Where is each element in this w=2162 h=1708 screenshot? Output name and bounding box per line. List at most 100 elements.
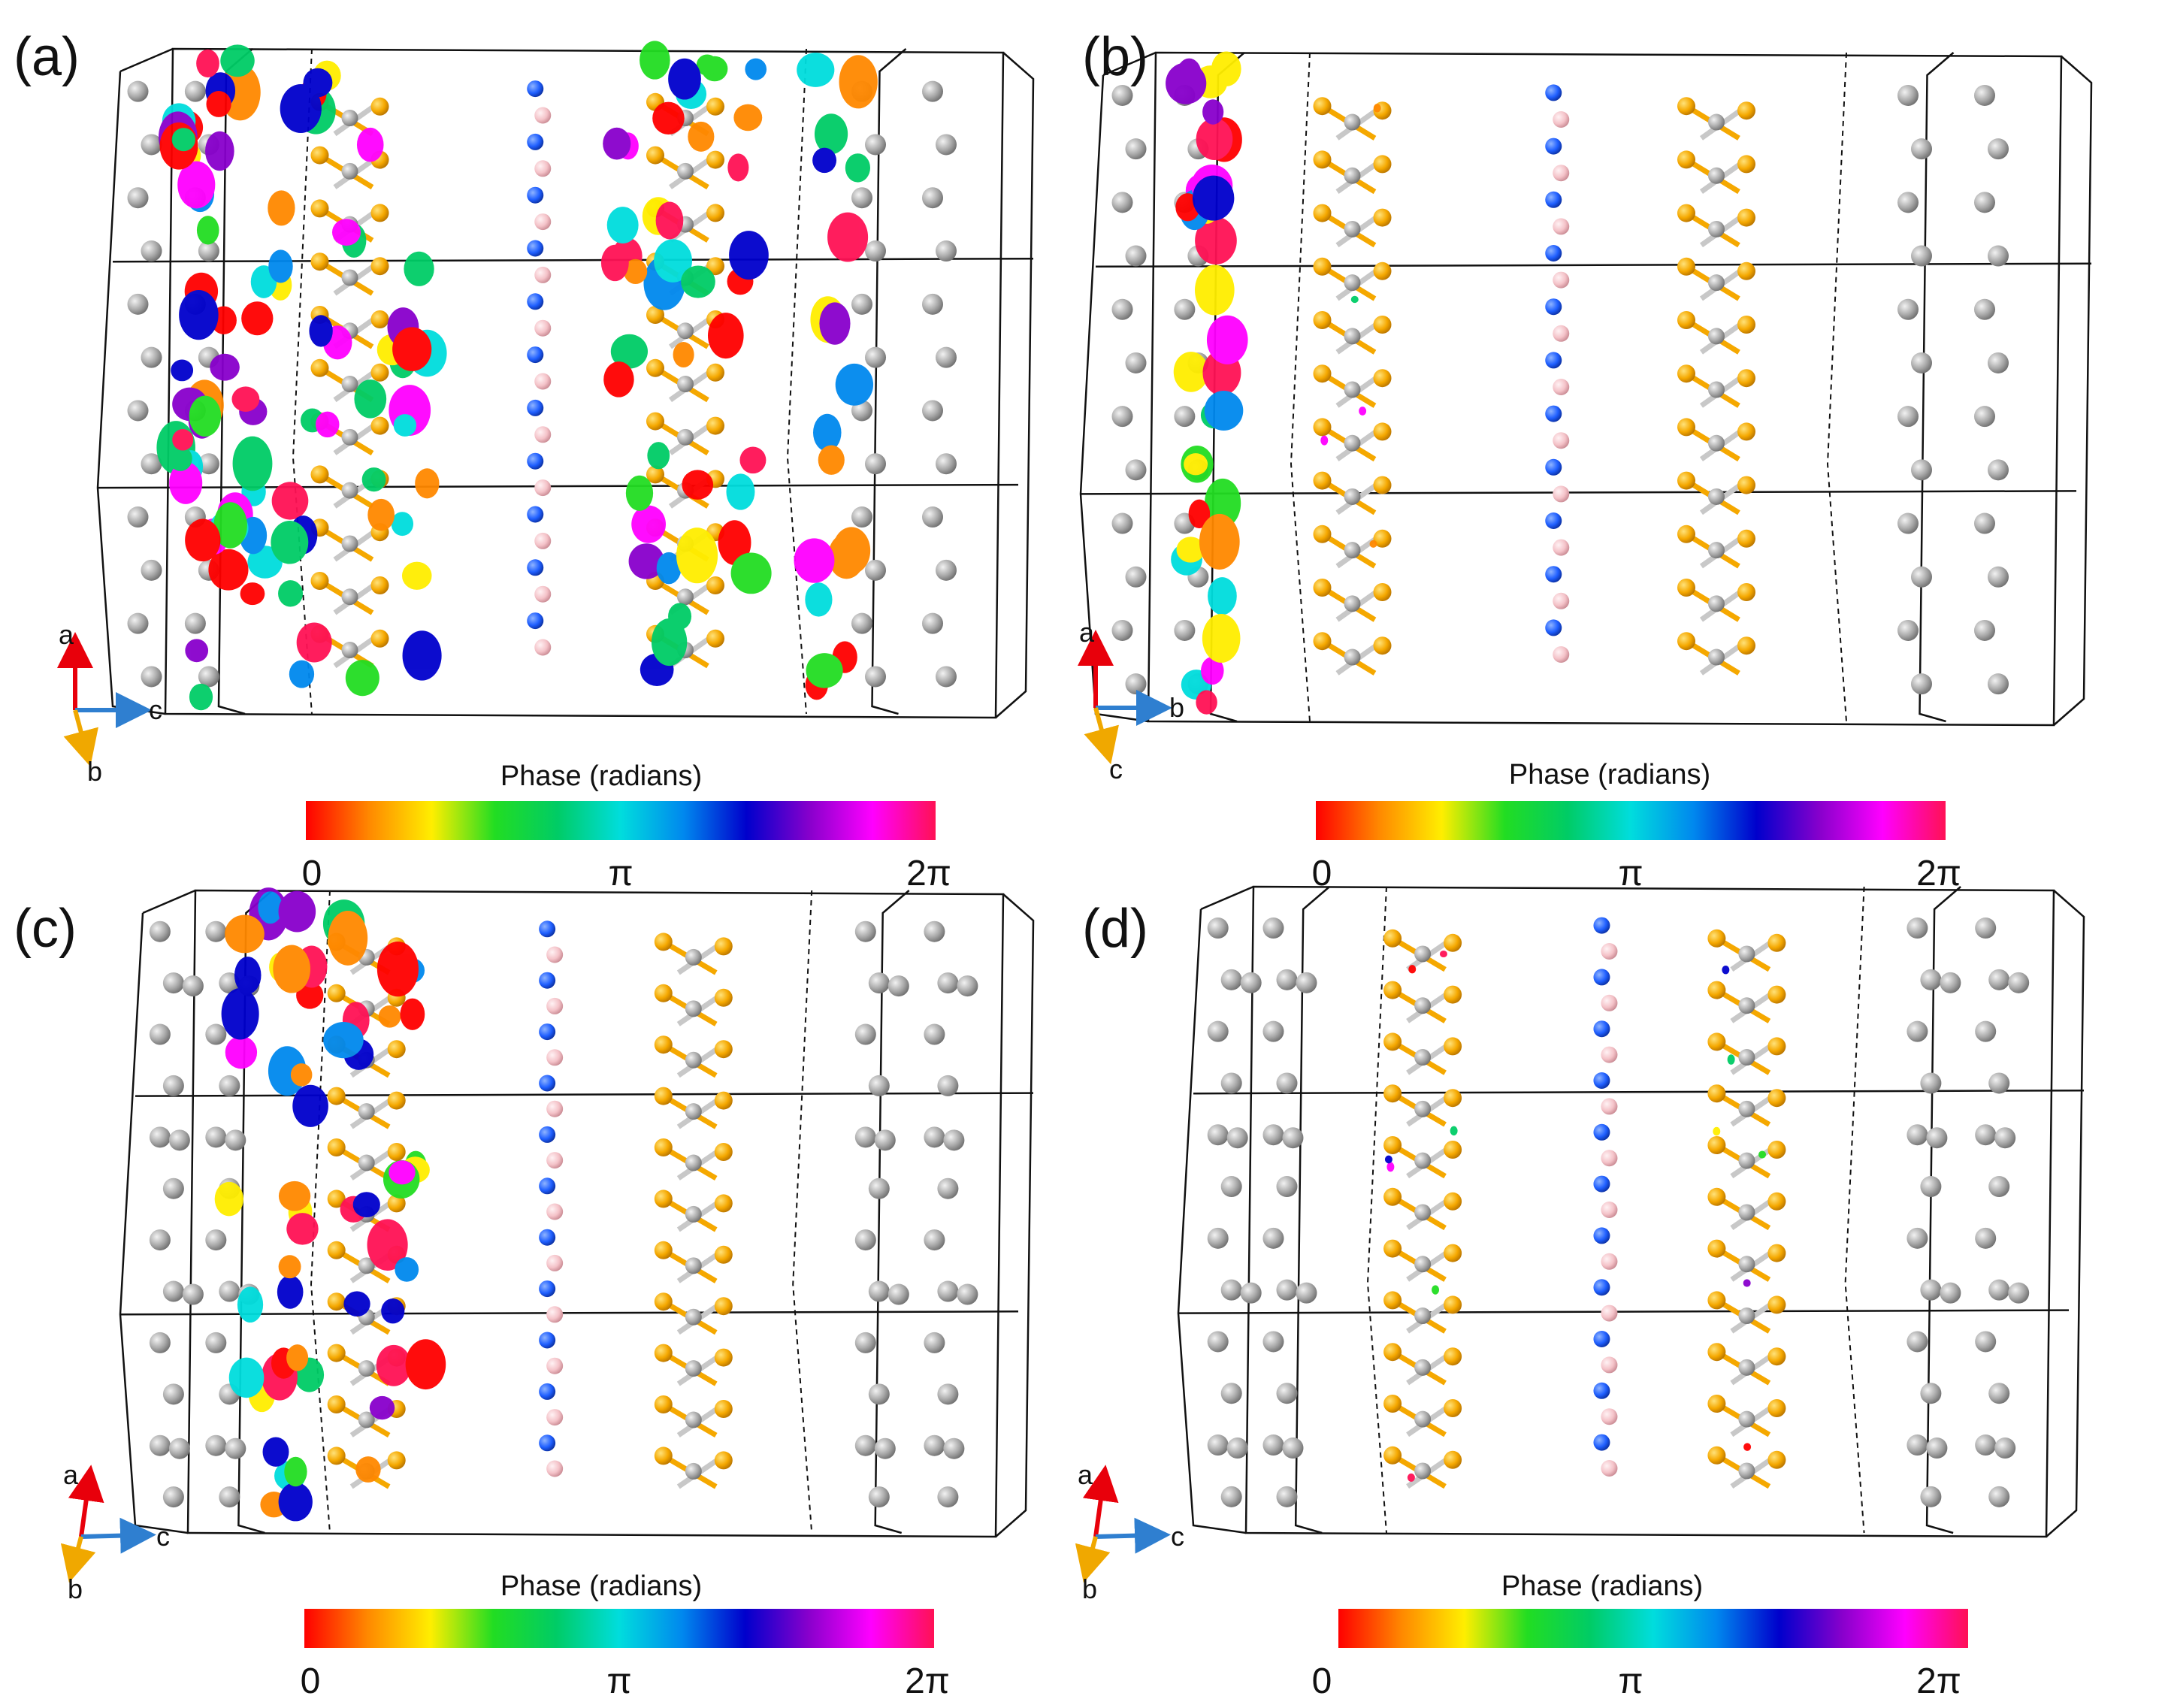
chalcogen-atom [1767, 933, 1786, 952]
metal-atom [1262, 1331, 1284, 1353]
metal-atom [865, 134, 886, 156]
chalcogen-atom [1677, 579, 1695, 597]
orbital-lobe [404, 251, 434, 286]
nitrogen-atom [527, 133, 544, 150]
metal-atom [1906, 1020, 1928, 1042]
metal-atom [1240, 972, 1262, 993]
orbital-lobe [1386, 1162, 1395, 1172]
transition-metal-atom [685, 1411, 702, 1428]
chalcogen-atom [654, 1138, 673, 1156]
orbital-lobe [1350, 295, 1359, 304]
metal-atom [205, 1126, 227, 1148]
metal-atom [1125, 138, 1147, 160]
orbital-lobe [331, 219, 361, 246]
chalcogen-atom [1677, 150, 1695, 169]
metal-atom [1207, 1434, 1229, 1456]
chalcogen-atom [1677, 632, 1695, 651]
orbital-lobe [1450, 1126, 1458, 1136]
chalcogen-atom [1383, 981, 1402, 999]
orbital-lobe [812, 147, 837, 174]
chalcogen-atom [1444, 1450, 1462, 1469]
orbital-lobe [206, 90, 231, 117]
nitrogen-atom [1593, 1382, 1610, 1399]
orbital-lobe [1206, 315, 1248, 364]
metal-atom [854, 921, 876, 942]
chalcogen-atom [1383, 1136, 1402, 1154]
orbital-lobe [284, 1456, 307, 1487]
metal-atom [924, 1434, 945, 1456]
metal-atom [205, 1229, 227, 1251]
metal-atom [198, 453, 219, 475]
metal-atom [162, 1075, 184, 1096]
panel-label: (b) [1082, 27, 1148, 87]
metal-atom [198, 666, 219, 688]
metal-atom [1897, 512, 1919, 534]
transition-metal-atom [1738, 1049, 1755, 1066]
chalcogen-atom [327, 1190, 346, 1208]
orbital-lobe [268, 249, 293, 283]
metal-atom [936, 346, 957, 368]
nitrogen-atom [539, 1332, 556, 1349]
transition-metal-atom [1414, 1204, 1432, 1221]
chalcogen-atom [654, 1035, 673, 1054]
transition-metal-atom [1708, 648, 1725, 666]
metal-atom [1974, 406, 1995, 428]
boron-atom [1601, 1150, 1618, 1167]
chalcogen-atom [1444, 1141, 1462, 1159]
chalcogen-atom [370, 257, 389, 276]
transition-metal-atom [1738, 945, 1755, 963]
metal-atom [1974, 192, 1995, 213]
transition-metal-atom [1344, 220, 1361, 237]
transition-metal-atom [1738, 1359, 1755, 1376]
boron-atom [1601, 1460, 1618, 1477]
unit-cell-frame [96, 47, 1035, 719]
transition-metal-atom [685, 948, 702, 966]
orbital-lobe [214, 1181, 244, 1217]
colorbar-tick: 0 [302, 854, 322, 893]
metal-atom [1220, 1072, 1242, 1094]
nitrogen-atom [539, 1434, 556, 1452]
nitrogen-atom [1593, 1020, 1610, 1038]
nitrogen-atom [1545, 512, 1562, 529]
metal-atom [141, 346, 162, 368]
transition-metal-atom [358, 1257, 375, 1274]
metal-atom [937, 1075, 959, 1096]
chalcogen-atom [1677, 418, 1695, 437]
metal-atom [1988, 1383, 2010, 1404]
metal-atom [1920, 1176, 1942, 1198]
transition-metal-atom [358, 1411, 375, 1428]
chalcogen-atom [1707, 981, 1726, 999]
orbital-lobe [827, 212, 869, 262]
chalcogen-atom [327, 1292, 346, 1311]
chalcogen-atom [1373, 422, 1392, 441]
nitrogen-atom [527, 506, 544, 523]
chalcogen-atom [1737, 529, 1755, 548]
panel-label: (d) [1082, 899, 1148, 959]
chalcogen-atom [1444, 1192, 1462, 1211]
chalcogen-atom [1707, 1395, 1726, 1413]
transition-metal-atom [1738, 1204, 1755, 1221]
chalcogen-atom [714, 1451, 733, 1470]
transition-metal-atom [1414, 1100, 1432, 1117]
metal-atom [874, 1129, 896, 1151]
chalcogen-atom [1373, 208, 1392, 227]
metal-atom [922, 506, 943, 528]
transition-metal-atom [1738, 1100, 1755, 1117]
orbital-lobe [603, 361, 634, 398]
metal-atom [1897, 84, 1919, 106]
transition-metal-atom [341, 482, 358, 499]
transition-metal-atom [685, 1154, 702, 1171]
metal-atom [1125, 673, 1147, 695]
orbital-lobe [1202, 99, 1224, 125]
metal-atom [922, 400, 943, 422]
metal-atom [1988, 1072, 2010, 1094]
orbital-lobe [237, 1286, 264, 1323]
chalcogen-atom [327, 1395, 346, 1413]
orbital-lobe [171, 128, 195, 152]
chalcogen-atom [387, 1143, 406, 1161]
axis-up-label: a [63, 1459, 79, 1490]
orbital-lobe [289, 660, 315, 688]
chalcogen-atom [1707, 1446, 1726, 1465]
boron-atom [534, 107, 552, 124]
orbital-lobe [323, 1022, 364, 1059]
